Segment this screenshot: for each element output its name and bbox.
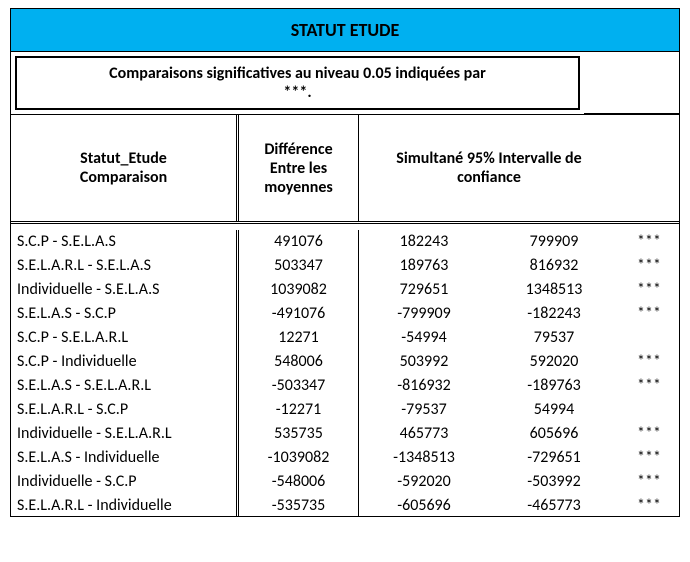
cell-ci-upper: -189763 [489,374,619,398]
cell-significance: *** [619,254,679,278]
cell-ci-upper: -182243 [489,302,619,326]
cell-ci-lower: -79537 [359,398,489,422]
cell-significance [619,398,679,422]
cell-ci-lower: 503992 [359,350,489,374]
table-row: Individuelle - S.E.L.A.R.L53573546577360… [11,422,679,446]
cell-difference: 535735 [239,422,359,446]
cell-ci-lower: 465773 [359,422,489,446]
caption-box: Comparaisons significatives au niveau 0.… [15,56,580,110]
caption-line2: ***. [27,83,568,102]
cell-ci-lower: -605696 [359,494,489,516]
cell-ci-lower: 182243 [359,230,489,254]
cell-difference: -535735 [239,494,359,516]
cell-significance: *** [619,230,679,254]
cell-significance: *** [619,422,679,446]
cell-ci-upper: 799909 [489,230,619,254]
cell-difference: 503347 [239,254,359,278]
table-row: S.E.L.A.R.L - S.E.L.A.S50334718976381693… [11,254,679,278]
header-col-comparison: Statut_Etude Comparaison [11,115,239,221]
table-row: S.C.P - Individuelle548006503992592020**… [11,350,679,374]
cell-difference: 12271 [239,326,359,350]
cell-difference: -548006 [239,470,359,494]
cell-difference: -1039082 [239,446,359,470]
table-row: S.E.L.A.S - S.E.L.A.R.L-503347-816932-18… [11,374,679,398]
header-label: Entre les [270,159,327,178]
table-title: STATUT ETUDE [11,9,679,52]
header-col-interval: Simultané 95% Intervalle de confiance [359,115,619,221]
cell-ci-upper: 79537 [489,326,619,350]
cell-ci-lower: 729651 [359,278,489,302]
header-label: moyennes [264,178,333,197]
caption-spacer [584,52,679,114]
cell-significance: *** [619,302,679,326]
cell-comparison: S.E.L.A.S - Individuelle [11,446,239,470]
cell-comparison: S.E.L.A.R.L - S.E.L.A.S [11,254,239,278]
cell-comparison: Individuelle - S.C.P [11,470,239,494]
header-label: Différence [264,140,332,159]
table-body: S.C.P - S.E.L.A.S491076182243799909***S.… [11,224,679,516]
cell-significance [619,326,679,350]
cell-significance: *** [619,494,679,516]
cell-ci-upper: -729651 [489,446,619,470]
header-col-sig [619,115,679,221]
table-row: S.C.P - S.E.L.A.S491076182243799909*** [11,230,679,254]
cell-significance: *** [619,470,679,494]
cell-ci-upper: 816932 [489,254,619,278]
cell-comparison: S.C.P - S.E.L.A.S [11,230,239,254]
cell-ci-upper: 592020 [489,350,619,374]
cell-ci-lower: 189763 [359,254,489,278]
table-row: S.E.L.A.R.L - S.C.P-12271-7953754994 [11,398,679,422]
cell-difference: -503347 [239,374,359,398]
cell-ci-lower: -54994 [359,326,489,350]
header-label: Simultané 95% Intervalle de [396,149,581,168]
cell-comparison: S.E.L.A.R.L - Individuelle [11,494,239,516]
header-label: Statut_Etude [80,149,167,168]
header-label: confiance [457,168,521,187]
cell-comparison: Individuelle - S.E.L.A.R.L [11,422,239,446]
cell-difference: 548006 [239,350,359,374]
cell-ci-lower: -1348513 [359,446,489,470]
cell-comparison: S.C.P - S.E.L.A.R.L [11,326,239,350]
cell-significance: *** [619,350,679,374]
header-label: Comparaison [80,168,167,187]
cell-ci-upper: -465773 [489,494,619,516]
cell-comparison: S.C.P - Individuelle [11,350,239,374]
table-header-row: Statut_Etude Comparaison Différence Entr… [11,114,679,224]
cell-significance: *** [619,278,679,302]
caption-line1: Comparaisons significatives au niveau 0.… [27,64,568,83]
caption-row: Comparaisons significatives au niveau 0.… [11,52,679,114]
cell-comparison: Individuelle - S.E.L.A.S [11,278,239,302]
cell-difference: 491076 [239,230,359,254]
table-row: S.E.L.A.S - S.C.P-491076-799909-182243**… [11,302,679,326]
cell-comparison: S.E.L.A.S - S.C.P [11,302,239,326]
cell-significance: *** [619,446,679,470]
cell-significance: *** [619,374,679,398]
table-outer: STATUT ETUDE Comparaisons significatives… [10,8,680,517]
cell-ci-upper: 1348513 [489,278,619,302]
cell-difference: 1039082 [239,278,359,302]
cell-comparison: S.E.L.A.R.L - S.C.P [11,398,239,422]
table-row: Individuelle - S.C.P-548006-592020-50399… [11,470,679,494]
table-row: Individuelle - S.E.L.A.S1039082729651134… [11,278,679,302]
cell-ci-lower: -799909 [359,302,489,326]
cell-difference: -491076 [239,302,359,326]
cell-ci-lower: -592020 [359,470,489,494]
cell-ci-lower: -816932 [359,374,489,398]
cell-ci-upper: -503992 [489,470,619,494]
cell-ci-upper: 54994 [489,398,619,422]
header-col-difference: Différence Entre les moyennes [239,115,359,221]
table-row: S.E.L.A.S - Individuelle-1039082-1348513… [11,446,679,470]
page: STATUT ETUDE Comparaisons significatives… [0,0,690,517]
cell-ci-upper: 605696 [489,422,619,446]
table-row: S.E.L.A.R.L - Individuelle-535735-605696… [11,494,679,516]
table-row: S.C.P - S.E.L.A.R.L12271-5499479537 [11,326,679,350]
cell-comparison: S.E.L.A.S - S.E.L.A.R.L [11,374,239,398]
cell-difference: -12271 [239,398,359,422]
